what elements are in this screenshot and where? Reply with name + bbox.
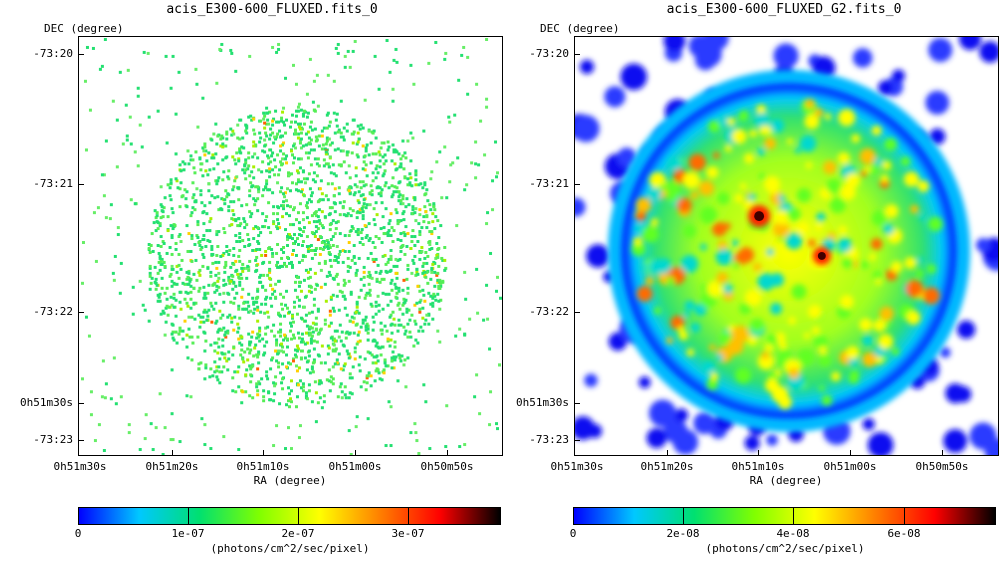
left-ytick-2: -73:21 — [33, 177, 73, 190]
right-ytick-mark-3 — [574, 312, 580, 313]
left-xtick-mark-4 — [355, 450, 356, 456]
left-xtick-4: 0h51m00s — [328, 460, 382, 473]
right-smoothed-image — [575, 37, 998, 455]
right-ytick-mark-4 — [574, 403, 580, 404]
left-colorbar-unit: (photons/cm^2/sec/pixel) — [210, 542, 370, 555]
right-xtick-1: 0h51m30s — [550, 460, 604, 473]
left-ytick-mark-4 — [78, 403, 84, 404]
left-xtick-mark-3 — [263, 450, 264, 456]
right-colorbar-divider-2 — [793, 507, 794, 525]
right-xtick-2: 0h51m20s — [640, 460, 694, 473]
left-xtick-mark-2 — [172, 450, 173, 456]
left-ytick-3: -73:22 — [33, 305, 73, 318]
right-colorbar-tick-4: 6e-08 — [887, 527, 921, 540]
right-xtick-mark-3 — [758, 450, 759, 456]
right-ytick-5: -73:23 — [529, 433, 569, 446]
right-image-title: acis_E300-600_FLUXED_G2.fits_0 — [666, 2, 902, 17]
left-colorbar-divider-2 — [298, 507, 299, 525]
left-xtick-5: 0h50m50s — [420, 460, 474, 473]
right-ytick-mark-2 — [574, 184, 580, 185]
right-dec-axis-label: DEC (degree) — [540, 22, 620, 35]
left-image-title: acis_E300-600_FLUXED.fits_0 — [166, 2, 378, 17]
left-ra-axis-label: RA (degree) — [253, 474, 327, 487]
left-xtick-1: 0h51m30s — [53, 460, 107, 473]
right-ytick-2: -73:21 — [529, 177, 569, 190]
left-ytick-4: 0h51m30s — [20, 396, 73, 409]
right-xtick-4: 0h51m00s — [823, 460, 877, 473]
left-ytick-mark-3 — [78, 312, 84, 313]
right-xtick-mark-4 — [850, 450, 851, 456]
left-image-plot[interactable] — [78, 36, 503, 456]
left-xtick-mark-5 — [447, 450, 448, 456]
left-image-panel: acis_E300-600_FLUXED.fits_0 DEC (degree)… — [20, 2, 503, 555]
right-xtick-3: 0h51m10s — [731, 460, 785, 473]
right-colorbar-tick-1: 0 — [569, 527, 577, 540]
right-ytick-1: -73:20 — [529, 47, 569, 60]
left-colorbar-tick-4: 3e-07 — [391, 527, 425, 540]
right-colorbar — [573, 507, 996, 525]
left-xtick-mark-1 — [78, 450, 79, 456]
left-ytick-mark-2 — [78, 184, 84, 185]
right-xtick-5: 0h50m50s — [915, 460, 969, 473]
right-colorbar-divider-3 — [904, 507, 905, 525]
left-colorbar-tick-1: 0 — [74, 527, 82, 540]
left-colorbar-divider-1 — [188, 507, 189, 525]
left-colorbar-divider-3 — [408, 507, 409, 525]
right-image-panel: acis_E300-600_FLUXED_G2.fits_0 DEC (degr… — [500, 0, 1000, 577]
left-fluxed-image — [80, 37, 502, 455]
left-ytick-mark-5 — [78, 440, 84, 441]
right-xtick-mark-1 — [574, 450, 575, 456]
left-xtick-3: 0h51m10s — [236, 460, 290, 473]
right-ra-axis-label: RA (degree) — [749, 474, 823, 487]
left-ytick-mark-1 — [78, 54, 84, 55]
right-xtick-mark-5 — [942, 450, 943, 456]
right-ytick-4: 0h51m30s — [516, 396, 569, 409]
right-colorbar-tick-3: 4e-08 — [776, 527, 810, 540]
left-colorbar — [78, 507, 501, 525]
right-colorbar-tick-2: 2e-08 — [666, 527, 700, 540]
right-xtick-mark-2 — [667, 450, 668, 456]
right-ytick-mark-1 — [574, 54, 580, 55]
right-colorbar-unit: (photons/cm^2/sec/pixel) — [705, 542, 865, 555]
left-xtick-2: 0h51m20s — [145, 460, 199, 473]
left-ytick-1: -73:20 — [33, 47, 73, 60]
left-colorbar-tick-3: 2e-07 — [281, 527, 315, 540]
left-dec-axis-label: DEC (degree) — [44, 22, 124, 35]
right-image-plot[interactable] — [574, 36, 999, 456]
left-colorbar-tick-2: 1e-07 — [171, 527, 205, 540]
right-ytick-mark-5 — [574, 440, 580, 441]
right-ytick-3: -73:22 — [529, 305, 569, 318]
left-ytick-5: -73:23 — [33, 433, 73, 446]
right-colorbar-divider-1 — [683, 507, 684, 525]
